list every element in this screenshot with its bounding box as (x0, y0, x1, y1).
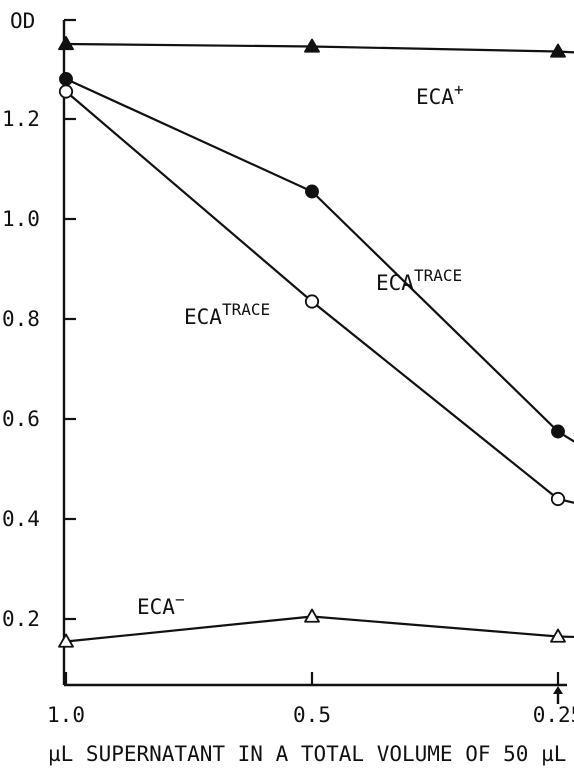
y-tick-label: 1.0 (2, 207, 40, 231)
series-line (65, 77, 574, 443)
data-point (550, 491, 566, 507)
data-point (550, 43, 566, 58)
series-line (65, 90, 574, 504)
x-ticks: 1.0 0.5 0.25 (47, 672, 574, 727)
data-point (58, 633, 74, 648)
series-line (65, 42, 574, 54)
data-point (304, 38, 320, 53)
series-line (65, 615, 574, 643)
series-0 (58, 36, 574, 58)
series-3 (58, 608, 574, 648)
data-point (304, 294, 320, 309)
series-2 (58, 84, 574, 507)
y-axis-label: OD (10, 9, 35, 33)
series-labels: ECA+ ECATRACE ECATRACE ECA− (137, 80, 464, 619)
y-tick-label: 0.4 (2, 507, 40, 531)
data-point (305, 184, 319, 199)
y-tick-label: 0.8 (2, 307, 40, 331)
series-label: ECATRACE (376, 266, 462, 295)
series-1 (59, 72, 574, 443)
series-label: ECA+ (416, 80, 464, 109)
data-point (58, 84, 74, 99)
data-point (58, 36, 74, 51)
data-point (550, 628, 566, 643)
y-ticks: 0.2 0.4 0.6 0.8 1.0 1.2 (2, 18, 76, 631)
y-tick-label: 0.2 (2, 607, 40, 631)
data-point (551, 424, 565, 439)
y-tick-label: 0.6 (2, 407, 40, 431)
data-point (59, 72, 73, 86)
axes: OD (10, 9, 567, 687)
x-tick-label: 0.25 (533, 703, 574, 727)
series-label: ECATRACE (184, 300, 270, 329)
x-tick-label: 0.5 (293, 703, 331, 727)
x-axis-label: µL SUPERNATANT IN A TOTAL VOLUME OF 50 µ… (48, 742, 566, 766)
y-tick-label: 1.2 (2, 107, 40, 131)
x-marker-arrow-head (553, 686, 563, 694)
data-point (304, 608, 320, 623)
x-tick-label: 1.0 (47, 703, 85, 727)
series-layer (58, 36, 574, 648)
series-label: ECA− (137, 590, 185, 619)
